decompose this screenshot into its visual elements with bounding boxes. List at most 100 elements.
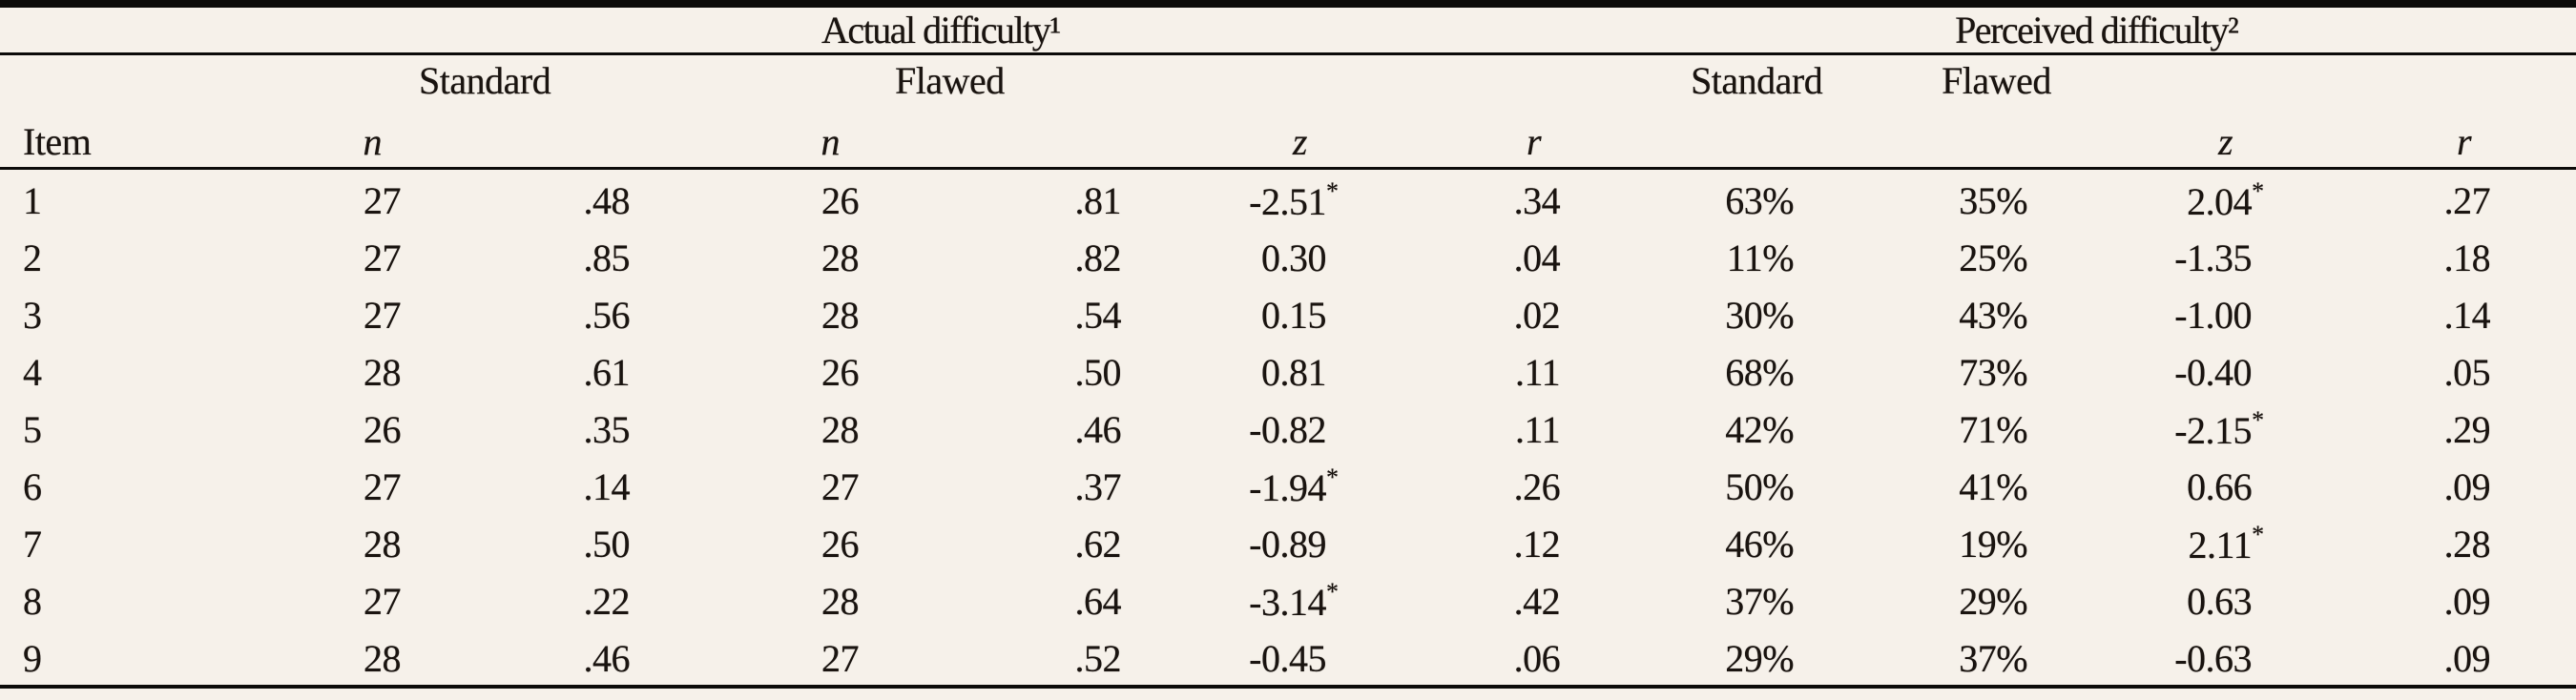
empty-cell xyxy=(1326,54,1560,106)
cell-value: .28 xyxy=(2443,522,2491,566)
cell-value: .22 xyxy=(583,579,631,623)
cell-z-perceived: -0.40 xyxy=(2027,341,2252,399)
cell-item: 2 xyxy=(0,227,162,284)
summary-pct-standard: 42% (0.18) xyxy=(1560,687,1849,700)
cell-pct-standard: 46% xyxy=(1560,513,1794,570)
col-header-n-standard: n xyxy=(162,105,401,170)
cell-z-actual: 0.81 xyxy=(1121,341,1327,399)
cell-value: -0.40 xyxy=(2174,350,2253,394)
cell-pct-standard: 37% xyxy=(1560,570,1794,628)
cell-n-flawed: 26 xyxy=(630,341,860,399)
cell-n-standard: 27 xyxy=(162,456,402,513)
cell-pct-flawed: 29% xyxy=(1794,570,2027,628)
cell-z-perceived: -2.15* xyxy=(2174,405,2265,452)
summary-p-standard: .46 (.21) xyxy=(162,687,661,700)
cell-n-standard: 28 xyxy=(162,513,402,570)
table-row: 5 26 .35 28 .46 -0.82 .11 42% 71% -2.15* .29 xyxy=(0,399,2576,456)
cell-p-standard: .61 xyxy=(401,341,631,399)
cell-value: .14 xyxy=(583,464,631,508)
empty-cell xyxy=(2252,687,2490,700)
cell-pct-flawed: 25% xyxy=(1794,227,2027,284)
cell-value: 19% xyxy=(1959,522,2028,566)
cell-value: 27 xyxy=(821,636,860,680)
cell-p-standard: .50 xyxy=(401,513,631,570)
cell-value: 0.63 xyxy=(2187,579,2253,623)
cell-p-standard: .14 xyxy=(401,456,631,513)
cell-value: .81 xyxy=(1074,178,1122,222)
cell-n-standard: 28 xyxy=(162,341,402,399)
cell-n-flawed: 26 xyxy=(630,169,860,228)
cell-n-standard: 26 xyxy=(162,399,402,456)
empty-cell xyxy=(2252,54,2490,106)
cell-pct-flawed: 43% xyxy=(1794,284,2027,341)
group-header-actual-standard: Standard xyxy=(419,58,551,102)
cell-n-standard: 27 xyxy=(162,570,402,628)
empty-cell xyxy=(401,105,630,170)
group-header-actual-flawed: Flawed xyxy=(895,58,1005,102)
cell-value: 28 xyxy=(821,293,860,337)
spacer-cell xyxy=(2490,284,2576,341)
cell-value: -2.15 xyxy=(2174,408,2253,452)
cell-p-flawed: .82 xyxy=(859,227,1122,284)
col-header-item: Item xyxy=(0,105,162,170)
col-header-n-flawed: n xyxy=(630,105,859,170)
summary-p-flawed: .59 (.15) xyxy=(630,687,1133,700)
cell-value: 26 xyxy=(821,350,860,394)
cell-p-standard: .48 xyxy=(401,169,631,228)
cell-p-flawed: .62 xyxy=(859,513,1122,570)
cell-value: -3.14 xyxy=(1249,580,1326,624)
cell-value: .04 xyxy=(1513,236,1561,279)
cell-value: .11 xyxy=(1515,350,1561,394)
empty-cell xyxy=(1121,54,1326,106)
cell-r-perceived: .14 xyxy=(2252,284,2491,341)
cell-pct-standard: 29% xyxy=(1560,628,1795,689)
cell-value: -2.51 xyxy=(1249,179,1326,223)
cell-pct-standard: 42% xyxy=(1560,399,1794,456)
spacer-cell xyxy=(2490,399,2576,456)
empty-cell xyxy=(0,4,162,55)
cell-value: 0.81 xyxy=(1261,350,1327,394)
cell-p-standard: .56 xyxy=(401,284,631,341)
spanner-perceived-difficulty: Perceived difficulty² xyxy=(1560,4,2576,55)
cell-value: 28 xyxy=(821,579,860,623)
cell-pct-flawed: 73% xyxy=(1794,341,2027,399)
cell-n-standard: 27 xyxy=(162,284,402,341)
cell-p-flawed: .64 xyxy=(859,570,1122,628)
cell-r-perceived: .09 xyxy=(2252,456,2491,513)
cell-p-standard: .85 xyxy=(401,227,631,284)
cell-item: 6 xyxy=(0,456,162,513)
cell-p-standard: .22 xyxy=(401,570,631,628)
cell-value: .11 xyxy=(1515,407,1561,451)
cell-value: 28 xyxy=(364,350,402,394)
cell-value: .02 xyxy=(1513,293,1561,337)
cell-value: 5 xyxy=(23,407,42,451)
cell-value: 27 xyxy=(364,464,402,508)
cell-value: .27 xyxy=(2443,178,2491,222)
cell-n-flawed: 27 xyxy=(630,456,860,513)
cell-n-standard: 28 xyxy=(162,628,402,689)
cell-n-flawed: 26 xyxy=(630,513,860,570)
cell-n-flawed: 28 xyxy=(630,227,860,284)
cell-r-actual: .06 xyxy=(1326,628,1561,689)
cell-value: 0.30 xyxy=(1261,236,1327,279)
cell-value: .34 xyxy=(1513,178,1561,222)
cell-n-flawed: 28 xyxy=(630,399,860,456)
cell-value: 3 xyxy=(23,293,42,337)
cell-r-actual: .11 xyxy=(1326,399,1561,456)
cell-r-actual: .12 xyxy=(1326,513,1561,570)
cell-pct-flawed: 19% xyxy=(1794,513,2027,570)
empty-cell xyxy=(1121,687,1326,700)
group-header-perceived-standard: Standard xyxy=(1691,58,1823,102)
cell-pct-standard: 11% xyxy=(1560,227,1795,284)
cell-value: .29 xyxy=(2443,407,2491,451)
cell-r-perceived: .27 xyxy=(2252,169,2491,228)
group-header-row: Standard Flawed Standard Flawed xyxy=(0,54,2576,106)
cell-z-perceived: 0.66 xyxy=(2027,456,2253,513)
cell-p-flawed: .46 xyxy=(859,399,1122,456)
cell-value: 28 xyxy=(364,522,402,566)
cell-z-perceived: 2.11* xyxy=(2188,520,2265,566)
cell-value: .12 xyxy=(1513,522,1561,566)
cell-value: 2 xyxy=(23,236,42,279)
cell-z-perceived: -0.63 xyxy=(2027,628,2253,689)
